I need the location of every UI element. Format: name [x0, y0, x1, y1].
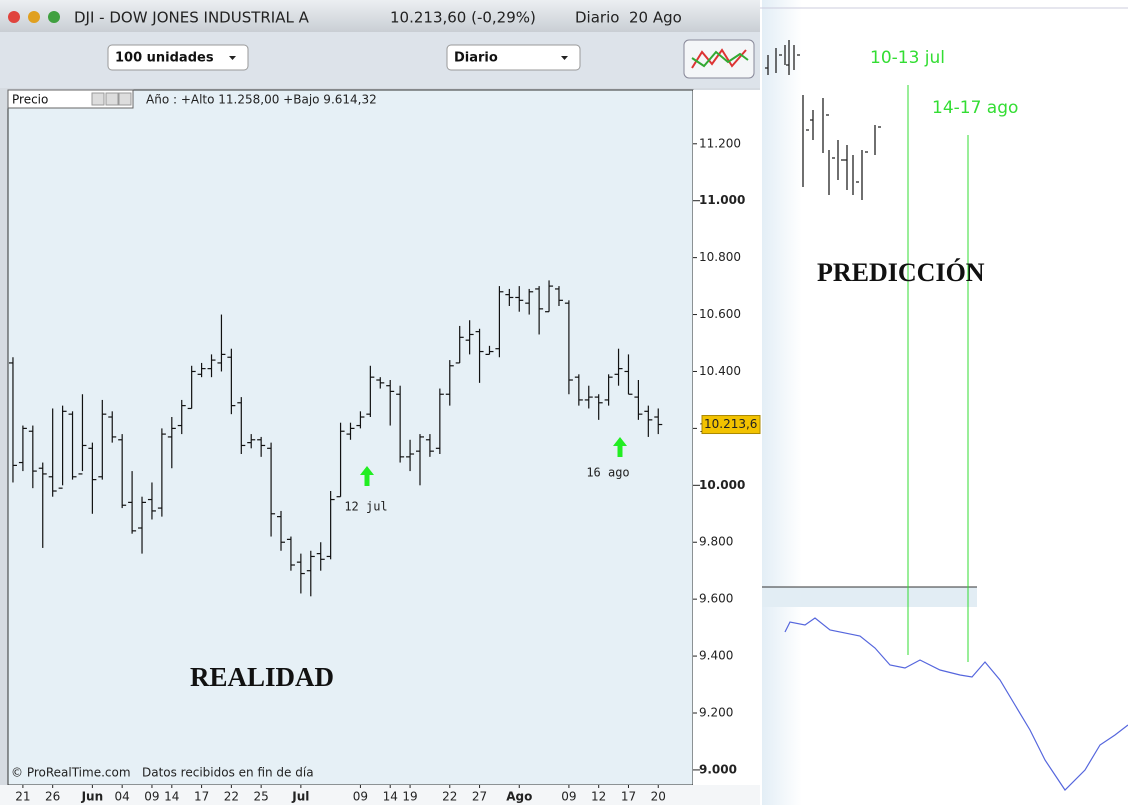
- panel-footer: © ProRealTime.com Datos recibidos en fin…: [11, 766, 314, 780]
- units-value: 100 unidades: [115, 51, 214, 66]
- timeframe-dropdown[interactable]: [446, 44, 581, 71]
- panel-tool[interactable]: [118, 92, 132, 106]
- buy-arrow: [360, 466, 374, 486]
- y-tick-label: 11.000: [699, 193, 745, 207]
- x-tick-label: 14: [164, 790, 179, 804]
- stripe: [762, 0, 802, 805]
- panel-caption: REALIDAD: [190, 662, 334, 692]
- panel-tool[interactable]: [105, 92, 119, 106]
- x-tick-label: 22: [224, 790, 239, 804]
- y-tick-label: 9.400: [699, 649, 733, 663]
- last-price-label: 10.213,6: [704, 417, 757, 431]
- x-tick-label: 09: [144, 790, 159, 804]
- title-bar: [0, 0, 760, 32]
- icon: [691, 50, 749, 68]
- annotation: 12 jul: [344, 500, 387, 514]
- annotation: 16 ago: [586, 466, 629, 480]
- y-tick-label: 10.000: [699, 478, 745, 492]
- y-axis-area: [693, 90, 760, 785]
- x-tick-label: 17: [621, 790, 636, 804]
- last-price-box: [701, 415, 761, 435]
- y-tick-label: 11.200: [699, 136, 741, 150]
- prediction-bars: [765, 40, 881, 200]
- y-tick-label: 9.600: [699, 592, 733, 606]
- marker-label: 10-13 jul: [870, 48, 945, 68]
- x-tick-label: 14: [383, 790, 398, 804]
- minimize-button[interactable]: [28, 11, 40, 23]
- panel-name: Precio: [12, 93, 48, 107]
- y-tick-label: 9.000: [699, 762, 737, 776]
- prediction-area: [760, 0, 1128, 805]
- x-axis-area: [0, 785, 760, 805]
- x-tick-label: 04: [115, 790, 130, 804]
- timeframe-value: Diario: [454, 51, 498, 66]
- x-tick-label: Jul: [291, 790, 309, 804]
- x-tick-label: 09: [561, 790, 576, 804]
- y-tick-label: 9.200: [699, 705, 733, 719]
- price-chart: 9.0009.2009.4009.6009.80010.00010.20010.…: [8, 136, 761, 804]
- close-button[interactable]: [8, 11, 20, 23]
- dropdown-arrow: [229, 56, 236, 60]
- x-tick-label: 09: [353, 790, 368, 804]
- prediction-caption: PREDICCIÓN: [817, 258, 985, 287]
- y-tick-label: 10.400: [699, 364, 741, 378]
- x-tick-label: 21: [15, 790, 30, 804]
- x-tick-label: 19: [402, 790, 417, 804]
- x-tick-label: 17: [194, 790, 209, 804]
- x-tick-label: 20: [651, 790, 666, 804]
- band: [762, 587, 977, 607]
- marker-label: 14-17 ago: [932, 98, 1018, 118]
- x-tick-label: 27: [472, 790, 487, 804]
- x-tick-label: 25: [254, 790, 269, 804]
- window-price: 10.213,60 (-0,29%): [390, 9, 536, 27]
- buy-arrow: [613, 437, 627, 457]
- x-tick-label: Jun: [81, 790, 104, 804]
- icon: [691, 48, 747, 69]
- indicators-button[interactable]: [683, 39, 755, 79]
- y-tick-label: 10.600: [699, 307, 741, 321]
- x-tick-label: 22: [442, 790, 457, 804]
- dropdown-arrow: [561, 56, 568, 60]
- y-tick-label: 10.800: [699, 250, 741, 264]
- units-dropdown[interactable]: [107, 44, 249, 71]
- window-period: Diario 20 Ago: [575, 9, 682, 27]
- x-tick-label: Ago: [506, 790, 532, 804]
- window-title: DJI - DOW JONES INDUSTRIAL A: [74, 9, 310, 27]
- x-tick-label: 26: [45, 790, 60, 804]
- panel-tool[interactable]: [91, 92, 105, 106]
- panel-info: Año : +Alto 11.258,00 +Bajo 9.614,32: [146, 93, 377, 107]
- x-tick-label: 12: [591, 790, 606, 804]
- prediction-line: [784, 617, 1128, 791]
- y-tick-label: 9.800: [699, 535, 733, 549]
- zoom-button[interactable]: [48, 11, 60, 23]
